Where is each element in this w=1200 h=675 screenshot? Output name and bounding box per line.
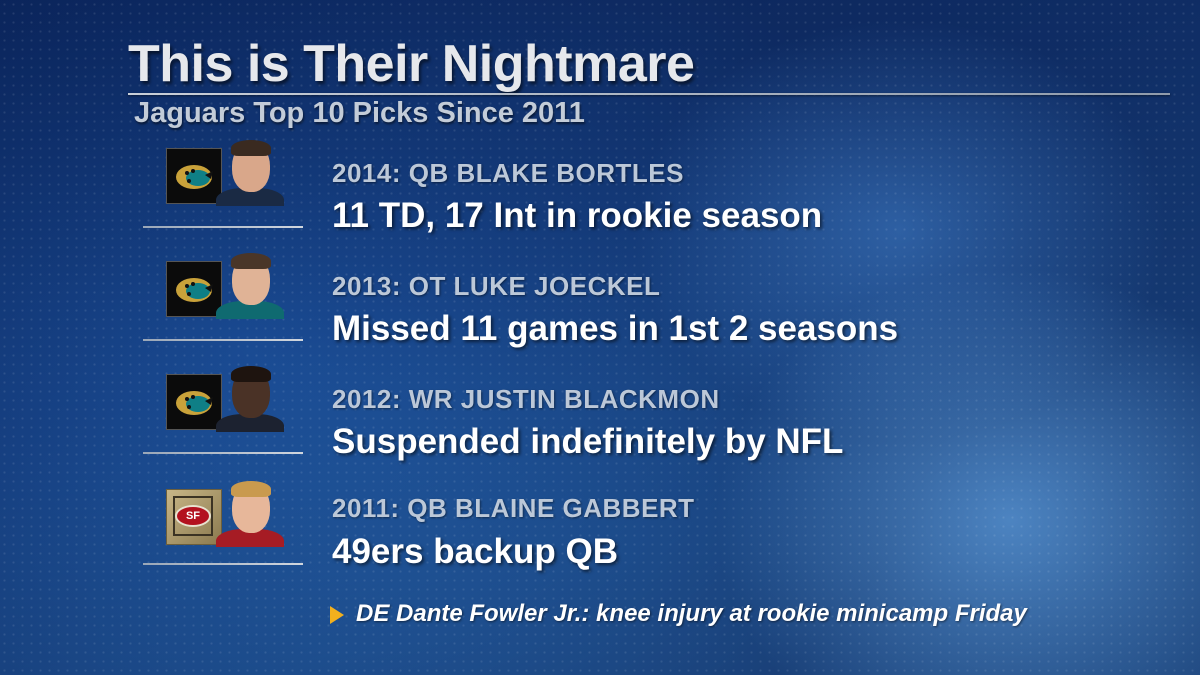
jaguars-logo-icon (166, 261, 222, 317)
pick-stat: Missed 11 games in 1st 2 seasons (332, 309, 899, 348)
jaguars-logo-icon (166, 148, 222, 204)
footnote-text: DE Dante Fowler Jr.: knee injury at rook… (356, 600, 1027, 627)
pick-label: 2014: QB BLAKE BORTLES (332, 158, 684, 188)
page-title: This is Their Nightmare (128, 35, 695, 93)
player-image-group (166, 366, 290, 432)
player-image-group (166, 140, 290, 206)
row-divider (143, 563, 303, 565)
luke-joeckel-headshot (216, 253, 284, 319)
player-image-group (166, 253, 290, 319)
pick-row-2012: 2012: WR JUSTIN BLACKMON Suspended indef… (0, 366, 1200, 466)
pick-label: 2013: OT LUKE JOECKEL (332, 271, 661, 301)
pick-row-2013: 2013: OT LUKE JOECKEL Missed 11 games in… (0, 253, 1200, 353)
triangle-bullet-icon (330, 606, 344, 624)
player-image-group: SF (166, 481, 290, 547)
title-divider (128, 93, 1170, 95)
pick-label: 2011: QB BLAINE GABBERT (332, 493, 695, 523)
pick-row-2014: 2014: QB BLAKE BORTLES 11 TD, 17 Int in … (0, 140, 1200, 240)
page-subtitle: Jaguars Top 10 Picks Since 2011 (134, 97, 585, 129)
row-divider (143, 339, 303, 341)
pick-row-2011: SF 2011: QB BLAINE GABBERT 49ers backup … (0, 479, 1200, 579)
pick-label: 2012: WR JUSTIN BLACKMON (332, 384, 720, 414)
jaguars-logo-icon (166, 374, 222, 430)
row-divider (143, 452, 303, 454)
pick-stat: 49ers backup QB (332, 532, 618, 571)
49ers-logo-icon: SF (166, 489, 222, 545)
blake-bortles-headshot (216, 140, 284, 206)
blaine-gabbert-headshot (216, 481, 284, 547)
row-divider (143, 226, 303, 228)
pick-stat: 11 TD, 17 Int in rookie season (332, 196, 823, 235)
pick-stat: Suspended indefinitely by NFL (332, 422, 844, 461)
justin-blackmon-headshot (216, 366, 284, 432)
